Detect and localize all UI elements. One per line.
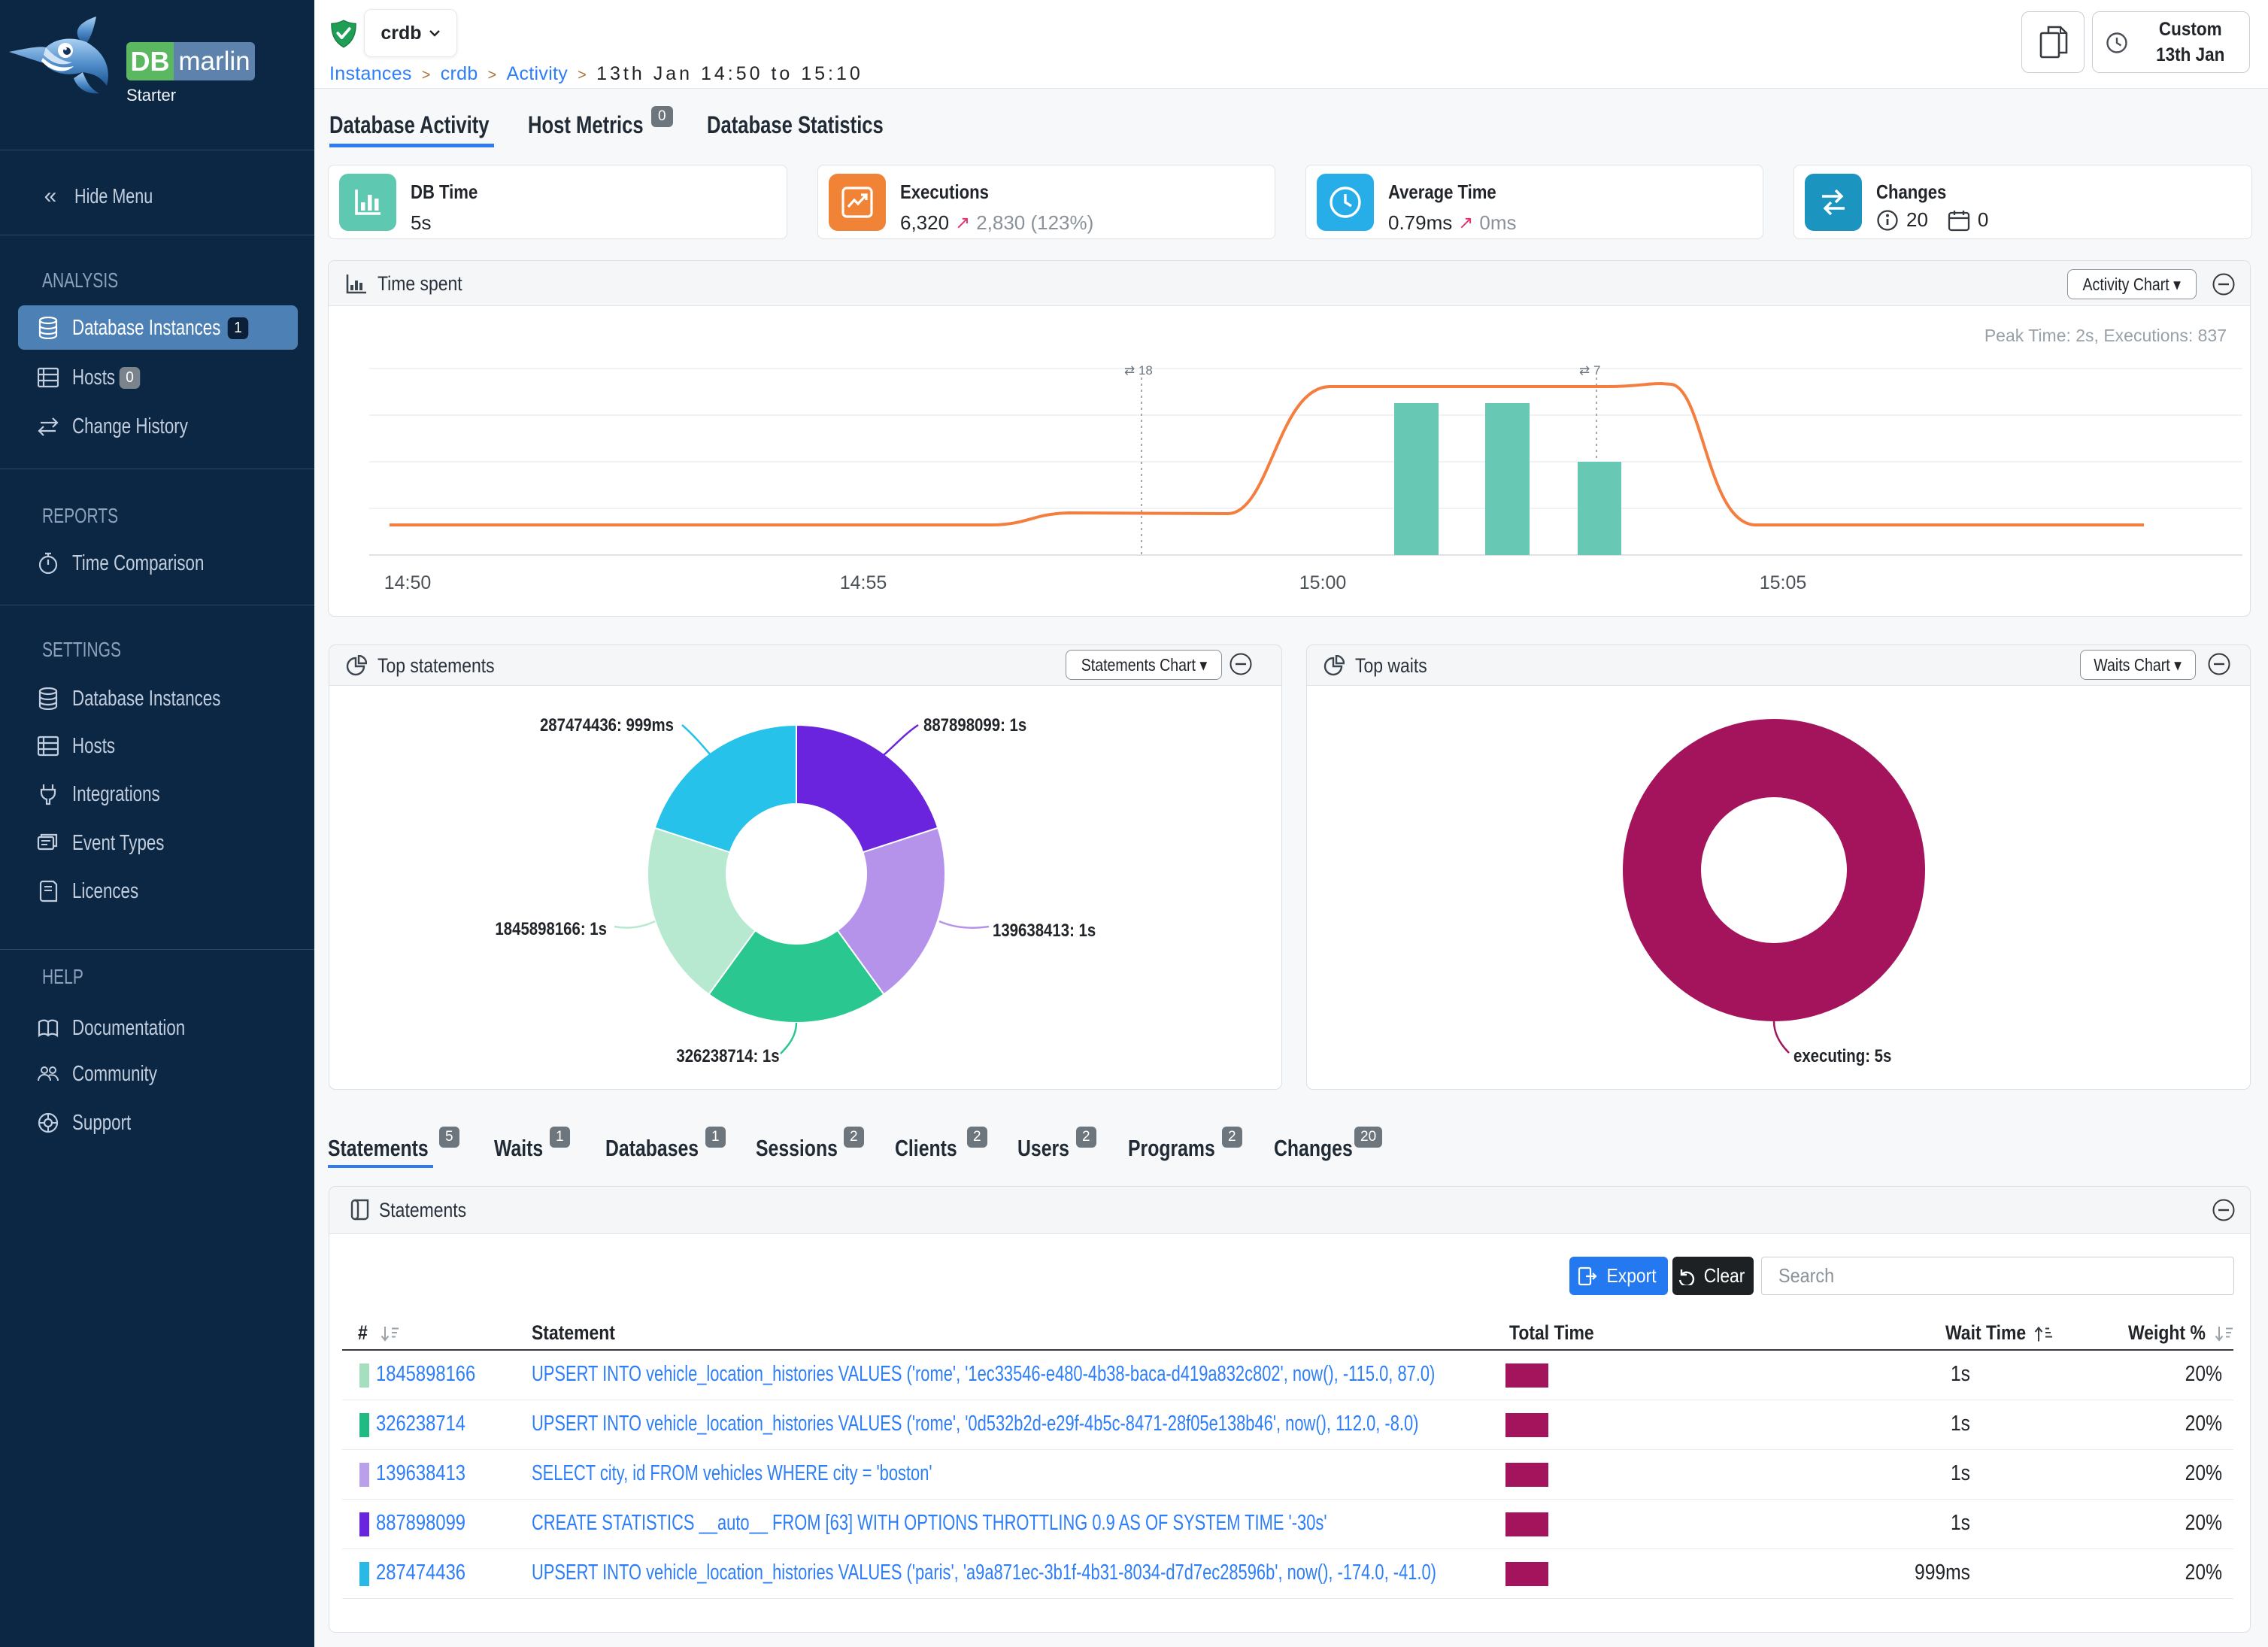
svg-text:⇄ 18: ⇄ 18 [1124,363,1153,378]
svg-text:executing: 5s: executing: 5s [1793,1045,1891,1066]
svg-text:14:55: 14:55 [840,572,887,593]
svg-text:15:05: 15:05 [1760,572,1807,593]
svg-text:14:50: 14:50 [384,572,432,593]
svg-text:Peak Time: 2s, Executions: 837: Peak Time: 2s, Executions: 837 [1984,326,2227,345]
svg-text:15:00: 15:00 [1299,572,1347,593]
svg-text:1845898166: 1s: 1845898166: 1s [495,918,607,939]
svg-text:326238714: 1s: 326238714: 1s [676,1045,779,1066]
svg-text:⇄ 7: ⇄ 7 [1579,363,1600,378]
svg-text:887898099: 1s: 887898099: 1s [923,714,1026,735]
svg-text:287474436: 999ms: 287474436: 999ms [540,714,674,735]
svg-text:139638413: 1s: 139638413: 1s [993,920,1096,940]
